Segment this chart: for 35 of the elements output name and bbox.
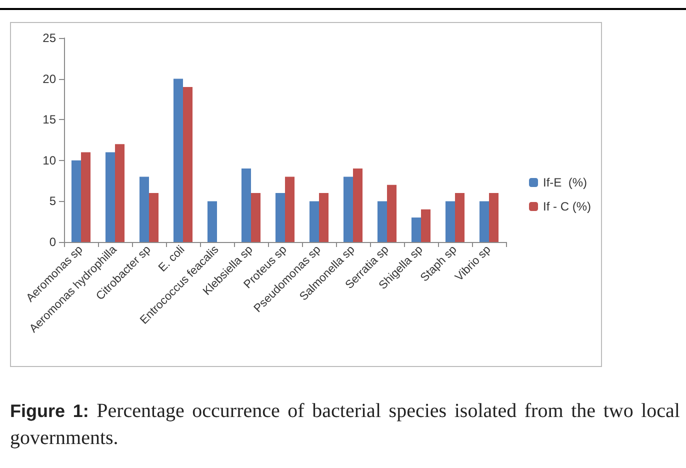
bar (343, 176, 353, 242)
bar (455, 193, 465, 242)
bar (105, 152, 115, 242)
y-tick-label: 25 (42, 31, 56, 45)
bar (149, 193, 159, 242)
bar (251, 193, 261, 242)
bar (139, 176, 149, 242)
y-tick-label: 20 (42, 72, 56, 86)
bar (319, 193, 329, 242)
y-tick-label: 10 (42, 153, 56, 168)
legend-label: If - C (%) (543, 200, 592, 214)
x-tick-label: E. coli (156, 244, 188, 274)
bar (479, 201, 489, 242)
bar (173, 78, 183, 242)
y-tick-label: 15 (42, 112, 56, 127)
bar (489, 193, 499, 242)
bar (421, 209, 431, 242)
caption: Figure 1: Percentage occurrence of bacterial species isolated from the two local governments. (10, 399, 680, 451)
bar (353, 168, 363, 242)
bar (285, 176, 295, 242)
bar (445, 201, 455, 242)
bar (309, 201, 319, 242)
bar (411, 218, 421, 242)
bar (71, 160, 81, 242)
bar (207, 201, 217, 242)
bar (183, 86, 193, 242)
y-tick-label: 0 (49, 235, 56, 249)
bar (241, 168, 251, 242)
bar (377, 201, 387, 242)
bar (115, 144, 125, 242)
bar (275, 193, 285, 242)
legend-label: If-E (%) (543, 176, 588, 190)
bar (81, 152, 91, 242)
bar (387, 184, 397, 242)
y-tick-label: 5 (49, 194, 56, 208)
